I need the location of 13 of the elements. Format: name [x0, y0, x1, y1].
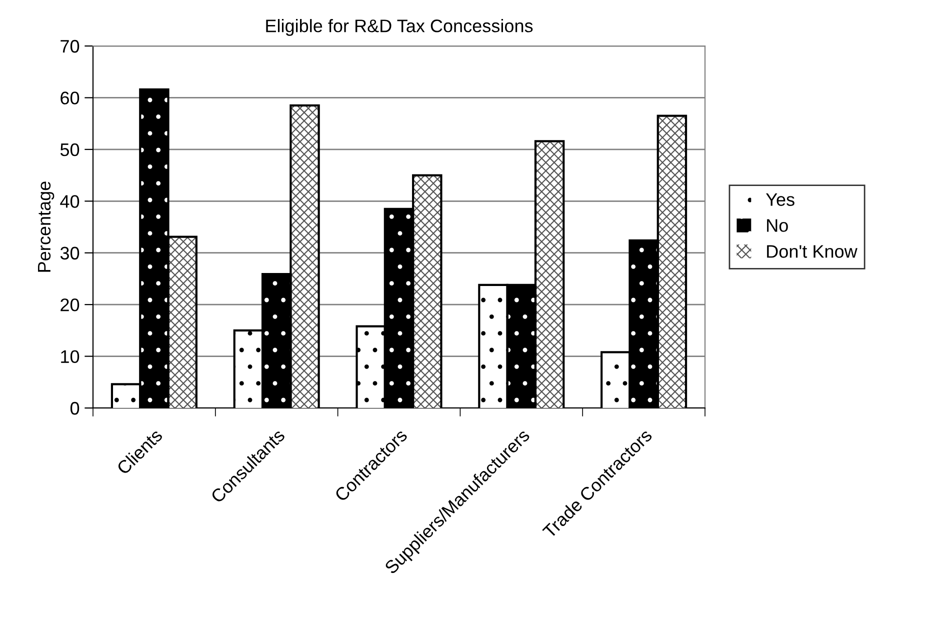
y-tick-label: 60	[60, 92, 80, 104]
y-tick-label: 30	[60, 246, 80, 260]
y-tick-label: 10	[61, 350, 80, 364]
y-tick-label: 40	[60, 195, 80, 208]
legend-label: Yes	[766, 193, 794, 206]
legend-label: Don't Know	[767, 245, 858, 258]
chart-title: Eligible for R&D Tax Concessions	[266, 19, 533, 36]
y-tick-label: 0	[70, 402, 80, 415]
legend-label: No	[767, 219, 788, 232]
y-tick-label: 20	[60, 298, 80, 312]
y-axis-title: Percentage	[38, 182, 54, 272]
y-tick-label: 50	[60, 143, 80, 156]
y-tick-label: 70	[60, 40, 80, 53]
